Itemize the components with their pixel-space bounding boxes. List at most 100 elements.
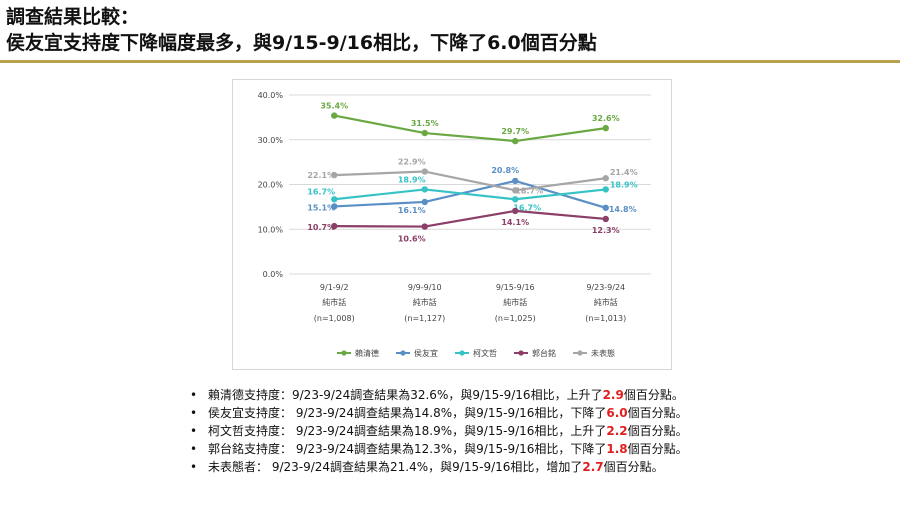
summary-highlight: 1.8 — [606, 442, 628, 456]
series-line — [334, 170, 606, 192]
data-point — [602, 186, 609, 193]
x-tick-label: 9/1-9/2 — [320, 283, 349, 292]
data-label: 21.4% — [610, 168, 638, 177]
page-header: 調查結果比較： 侯友宜支持度下降幅度最多，與9/15-9/16相比，下降了6.0… — [6, 4, 896, 56]
legend-marker — [459, 350, 465, 356]
data-point — [512, 137, 519, 145]
summary-highlight: 2.9 — [602, 388, 624, 402]
data-label: 22.1% — [307, 171, 335, 180]
data-label: 20.8% — [491, 166, 519, 175]
data-label: 18.9% — [398, 175, 426, 184]
data-label: 16.7% — [513, 203, 541, 212]
data-point — [421, 168, 428, 175]
legend-label: 侯友宜 — [414, 348, 438, 358]
data-point — [421, 198, 428, 206]
data-point — [331, 203, 338, 210]
legend-marker — [400, 350, 406, 356]
legend-label: 賴清德 — [355, 348, 379, 358]
summary-list: • 賴清德支持度：9/23-9/24調查結果為32.6%，與9/15-9/16相… — [190, 386, 890, 476]
data-point — [331, 222, 338, 230]
data-point — [602, 175, 609, 182]
x-tick-sublabel: 純市話 — [413, 297, 437, 307]
summary-suffix: 個百分點。 — [623, 388, 684, 402]
x-tick-sublabel: 純市話 — [322, 297, 346, 307]
data-label: 14.8% — [609, 205, 637, 214]
data-point — [421, 186, 428, 193]
x-tick-sample-size: (n=1,127) — [404, 314, 445, 323]
legend-marker — [341, 350, 347, 356]
data-label: 16.1% — [398, 206, 426, 215]
summary-text: 柯文哲支持度： 9/23-9/24調查結果為18.9%，與9/15-9/16相比… — [208, 424, 607, 438]
legend-label: 郭台銘 — [532, 348, 556, 358]
data-point — [602, 204, 609, 211]
summary-highlight: 2.2 — [606, 424, 628, 438]
data-label: 18.7% — [515, 186, 543, 195]
bullet-marker: • — [190, 388, 198, 402]
data-point — [512, 187, 519, 194]
bullet-marker: • — [190, 424, 198, 438]
bullet-marker: • — [190, 406, 198, 420]
summary-text: 侯友宜支持度： 9/23-9/24調查結果為14.8%，與9/15-9/16相比… — [208, 406, 607, 420]
data-label: 32.6% — [592, 114, 620, 123]
data-label: 14.1% — [501, 218, 529, 227]
data-point — [512, 196, 519, 203]
summary-item: • 侯友宜支持度： 9/23-9/24調查結果為14.8%，與9/15-9/16… — [190, 404, 890, 422]
data-label: 35.4% — [320, 102, 348, 111]
data-point — [602, 215, 609, 223]
bullet-marker: • — [190, 442, 198, 456]
series-line — [334, 114, 606, 143]
line-chart-svg: 0.0% 10.0% 20.0% 30.0% 40.0% 9/1-9/2 純市話 (n=1,0… — [258, 91, 651, 358]
data-point — [602, 124, 609, 132]
data-point — [421, 129, 428, 137]
legend-label: 未表態 — [591, 348, 615, 358]
data-label: 10.6% — [398, 235, 426, 244]
data-point — [331, 112, 338, 119]
series-line — [334, 188, 606, 201]
x-tick-sample-size: (n=1,025) — [495, 314, 536, 323]
y-tick-label: 0.0% — [263, 270, 284, 279]
data-label: 31.5% — [411, 119, 439, 128]
summary-suffix: 個百分點。 — [603, 460, 664, 474]
summary-suffix: 個百分點。 — [627, 424, 688, 438]
page-title: 調查結果比較： — [6, 6, 140, 28]
summary-item: • 郭台銘支持度： 9/23-9/24調查結果為12.3%，與9/15-9/16… — [190, 440, 890, 458]
summary-text: 未表態者： 9/23-9/24調查結果為21.4%，與9/15-9/16相比，增… — [208, 460, 583, 474]
data-point — [512, 177, 519, 185]
x-tick-sublabel: 純市話 — [503, 297, 527, 307]
summary-item: • 未表態者： 9/23-9/24調查結果為21.4%，與9/15-9/16相比… — [190, 458, 890, 476]
data-point — [421, 223, 428, 230]
y-tick-label: 10.0% — [258, 225, 284, 234]
x-tick-sample-size: (n=1,008) — [314, 314, 355, 323]
data-label: 12.3% — [592, 226, 620, 235]
title-divider — [0, 60, 900, 63]
x-tick-sublabel: 純市話 — [594, 297, 618, 307]
y-tick-label: 20.0% — [258, 181, 284, 190]
data-label: 10.7% — [307, 223, 335, 232]
data-label: 15.1% — [307, 203, 335, 212]
x-tick-label: 9/15-9/16 — [496, 283, 535, 292]
summary-suffix: 個百分點。 — [627, 442, 688, 456]
summary-highlight: 2.7 — [582, 460, 604, 474]
summary-suffix: 個百分點。 — [627, 406, 688, 420]
y-tick-label: 30.0% — [258, 136, 284, 145]
x-tick-label: 9/9-9/10 — [408, 283, 442, 292]
data-label: 22.9% — [398, 158, 426, 167]
summary-text: 賴清德支持度：9/23-9/24調查結果為32.6%，與9/15-9/16相比，… — [208, 388, 603, 402]
x-tick-sample-size: (n=1,013) — [585, 314, 626, 323]
data-point — [331, 171, 338, 179]
x-tick-label: 9/23-9/24 — [586, 283, 625, 292]
page-subtitle: 侯友宜支持度下降幅度最多，與9/15-9/16相比，下降了6.0個百分點 — [6, 32, 597, 54]
data-point — [331, 196, 338, 203]
line-chart: 0.0% 10.0% 20.0% 30.0% 40.0% 9/1-9/2 純市話 (n=1,0… — [232, 79, 672, 370]
y-tick-label: 40.0% — [258, 91, 284, 100]
summary-item: • 賴清德支持度：9/23-9/24調查結果為32.6%，與9/15-9/16相… — [190, 386, 890, 404]
legend-label: 柯文哲 — [473, 348, 497, 358]
data-label: 18.9% — [610, 180, 638, 189]
summary-highlight: 6.0 — [606, 406, 628, 420]
data-point — [512, 207, 519, 215]
legend-marker — [518, 350, 524, 356]
legend-marker — [577, 350, 583, 356]
summary-item: • 柯文哲支持度： 9/23-9/24調查結果為18.9%，與9/15-9/16… — [190, 422, 890, 440]
series-line — [334, 209, 606, 228]
summary-text: 郭台銘支持度： 9/23-9/24調查結果為12.3%，與9/15-9/16相比… — [208, 442, 607, 456]
